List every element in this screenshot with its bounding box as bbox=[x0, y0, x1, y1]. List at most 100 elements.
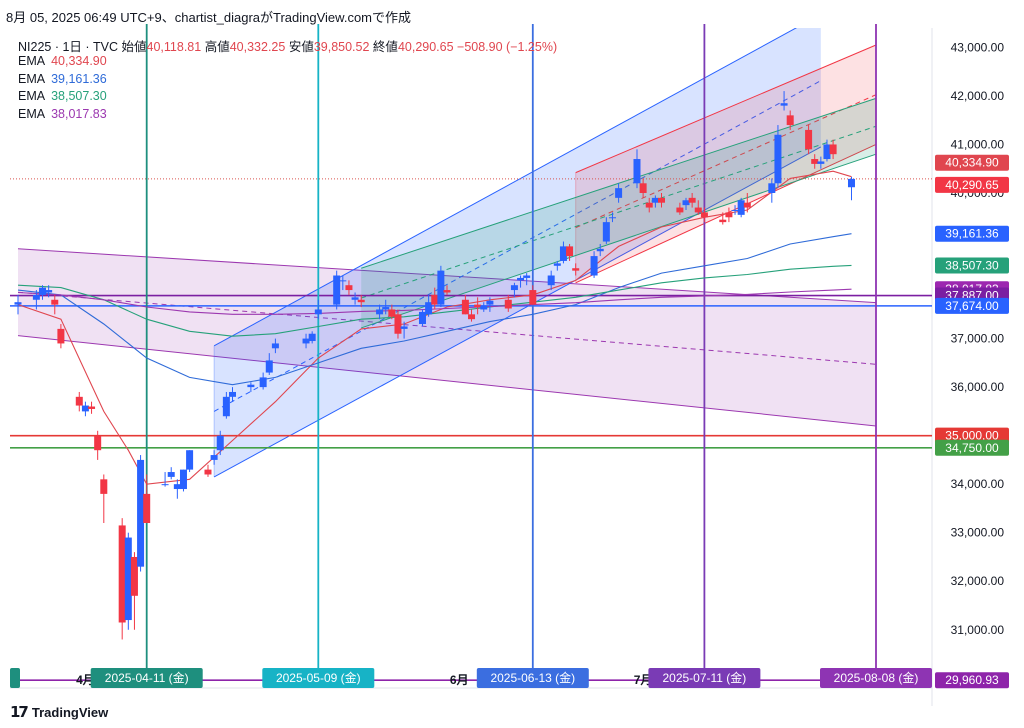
price-tag-label: 40,334.90 bbox=[945, 156, 999, 170]
candle-body bbox=[676, 207, 684, 213]
channel-lower-line bbox=[213, 146, 822, 478]
candle bbox=[394, 309, 402, 339]
candle bbox=[88, 401, 96, 414]
candle bbox=[14, 294, 22, 315]
price-tag-label: 38,507.30 bbox=[945, 258, 999, 272]
channel-upper-line bbox=[575, 44, 877, 174]
candle bbox=[229, 387, 236, 402]
candle-body bbox=[137, 459, 145, 567]
candle bbox=[817, 156, 825, 169]
price-tag-label: 37,674.00 bbox=[945, 299, 999, 313]
chart-header: 8月 05, 2025 06:49 UTC+9、chartist_diagraが… bbox=[6, 10, 411, 25]
candle bbox=[425, 294, 433, 317]
candle bbox=[45, 285, 53, 298]
candle bbox=[768, 178, 776, 203]
candle-body bbox=[847, 178, 855, 188]
candle-body bbox=[314, 309, 322, 315]
close-value: 40,290.65 bbox=[397, 40, 454, 54]
candle bbox=[308, 331, 316, 344]
tradingview-brand[interactable]: 𝟭𝟳 TradingView bbox=[10, 703, 108, 721]
candle bbox=[468, 309, 476, 322]
price-tag-label: 29,960.93 bbox=[945, 673, 999, 687]
candle-body bbox=[608, 217, 616, 219]
candle-body bbox=[143, 493, 151, 523]
ema-value: 39,161.36 bbox=[51, 71, 107, 86]
symbol-name[interactable]: NI225 · 1日 · TVC bbox=[18, 40, 119, 54]
candle bbox=[780, 91, 788, 111]
candle bbox=[118, 518, 126, 640]
candle-body bbox=[204, 469, 212, 475]
ohlc-legend: NI225 · 1日 · TVC 始値40,118.81 高値40,332.25… bbox=[18, 36, 557, 55]
channel-mid-line bbox=[361, 125, 877, 299]
candle bbox=[602, 217, 610, 244]
candle bbox=[688, 193, 696, 208]
candle bbox=[314, 299, 322, 320]
ema-legend-row[interactable]: EMA 40,334.90 bbox=[18, 53, 107, 71]
candle bbox=[179, 469, 187, 492]
candle-body bbox=[130, 556, 138, 596]
price-tag-box bbox=[935, 154, 1009, 171]
date-marker-tag: 2025-08-08 (金) bbox=[820, 668, 932, 688]
candle-body bbox=[639, 183, 647, 193]
candles bbox=[14, 91, 855, 640]
ema-label: EMA bbox=[18, 106, 46, 121]
candle-body bbox=[216, 435, 224, 451]
candle bbox=[615, 183, 623, 203]
candle bbox=[682, 197, 690, 210]
open-value: 40,118.81 bbox=[146, 40, 202, 54]
channel-upper-line bbox=[17, 248, 877, 304]
ema-legend-row[interactable]: EMA 39,161.36 bbox=[18, 71, 107, 89]
candle bbox=[388, 304, 396, 320]
candle-body bbox=[510, 285, 518, 291]
price-tag-label: 34,750.00 bbox=[945, 441, 999, 455]
candle bbox=[547, 270, 555, 291]
ema-label: EMA bbox=[18, 89, 46, 103]
candle-body bbox=[829, 144, 837, 155]
price-tick-label: 36,000.00 bbox=[951, 380, 1005, 394]
candle bbox=[480, 302, 488, 312]
price-tick-label: 31,000.00 bbox=[951, 623, 1005, 637]
price-tag-box bbox=[935, 427, 1009, 444]
candle bbox=[437, 265, 445, 308]
candle bbox=[504, 294, 512, 312]
ema-legend-row[interactable]: EMA 38,507.30 bbox=[18, 88, 107, 106]
candle-body bbox=[345, 285, 353, 291]
candle-body bbox=[768, 183, 776, 193]
ema-legend-row[interactable]: EMA 38,017.83 bbox=[18, 106, 107, 124]
candle bbox=[51, 294, 59, 315]
ema-legend: EMA 40,334.90 EMA 39,161.36 EMA 38,507.30 E… bbox=[18, 53, 107, 123]
candle-body bbox=[694, 207, 702, 213]
candle bbox=[271, 338, 279, 354]
candle-body bbox=[461, 299, 469, 315]
candle bbox=[786, 110, 794, 130]
candle bbox=[94, 430, 102, 460]
candle bbox=[259, 372, 267, 390]
candle bbox=[333, 270, 341, 310]
candle-body bbox=[743, 202, 751, 208]
candle-body bbox=[376, 309, 384, 315]
candle-body bbox=[388, 309, 396, 317]
candle-body bbox=[700, 212, 708, 218]
candle bbox=[130, 552, 138, 630]
price-tick-label: 37,000.00 bbox=[951, 332, 1005, 346]
candle bbox=[596, 243, 604, 257]
candle-body bbox=[480, 305, 488, 310]
candle-body bbox=[57, 328, 65, 344]
candle-body bbox=[780, 103, 788, 106]
candle bbox=[639, 178, 647, 198]
date-marker-box bbox=[262, 668, 375, 688]
candle-body bbox=[645, 202, 653, 208]
price-tag: 38,507.30 bbox=[935, 257, 1009, 274]
price-tag: 34,750.00 bbox=[935, 439, 1009, 456]
channel-fill bbox=[214, 28, 821, 477]
price-tag-box bbox=[935, 672, 1009, 689]
candle-body bbox=[437, 270, 445, 305]
candle bbox=[75, 391, 83, 412]
candle bbox=[57, 324, 65, 349]
candle-body bbox=[32, 294, 40, 300]
price-tag-box bbox=[935, 257, 1009, 274]
candle bbox=[572, 263, 580, 276]
candle bbox=[210, 450, 218, 465]
date-marker-tag: 2025-04-11 (金) bbox=[90, 668, 203, 688]
